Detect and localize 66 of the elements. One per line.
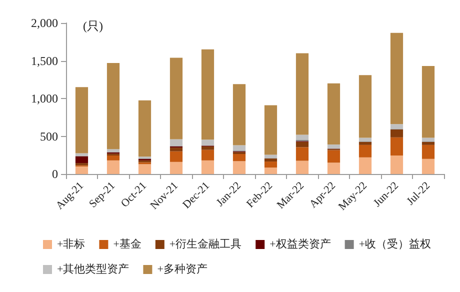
legend-label: +基金 xyxy=(113,238,142,250)
bar xyxy=(201,49,214,140)
bar xyxy=(201,160,214,174)
y-tick-label: 500 xyxy=(40,129,58,144)
bar xyxy=(296,147,309,161)
legend-label: +权益类资产 xyxy=(270,238,331,250)
legend-label: +多种资产 xyxy=(157,262,208,276)
bar xyxy=(75,166,88,174)
bar xyxy=(358,157,372,174)
bar xyxy=(264,168,278,174)
bar xyxy=(390,129,404,138)
bar xyxy=(422,66,435,138)
bar xyxy=(75,156,88,164)
bar xyxy=(201,146,214,150)
bar xyxy=(201,150,214,160)
bar xyxy=(327,162,340,174)
bar xyxy=(106,63,120,150)
bar xyxy=(170,58,183,140)
bar xyxy=(75,153,88,156)
bar xyxy=(170,148,183,152)
bar xyxy=(232,154,246,162)
bar xyxy=(75,87,88,154)
legend-label: +其他类型资产 xyxy=(57,262,130,276)
bar xyxy=(327,144,340,148)
y-tick-label: 1,000 xyxy=(31,92,58,106)
bar xyxy=(358,75,372,138)
bar xyxy=(264,154,278,158)
bar xyxy=(296,53,309,135)
bar xyxy=(390,156,404,174)
bar xyxy=(138,100,152,157)
bar xyxy=(170,151,183,162)
y-tick-label: 1,500 xyxy=(31,54,58,68)
bar xyxy=(232,84,246,146)
bar xyxy=(390,32,404,124)
bar xyxy=(106,160,120,174)
bar xyxy=(106,149,120,152)
bar xyxy=(327,150,340,163)
bar xyxy=(422,138,435,142)
bar xyxy=(296,160,309,174)
bar xyxy=(422,158,435,174)
bar xyxy=(390,124,404,130)
legend-label: +衍生金融工具 xyxy=(169,238,242,250)
bar xyxy=(201,140,214,146)
bar xyxy=(422,144,435,159)
annotation: (只) xyxy=(83,19,103,33)
bar xyxy=(232,161,246,174)
legend-label: +非标 xyxy=(57,238,86,250)
bar xyxy=(358,142,372,145)
bar xyxy=(327,83,340,145)
legend-label: +收（受）益权 xyxy=(358,238,432,250)
y-tick-label: 2,000 xyxy=(31,16,58,30)
bar xyxy=(296,134,309,140)
bar xyxy=(170,139,183,146)
bar xyxy=(358,138,372,142)
y-tick-label: 0 xyxy=(52,167,58,181)
bar xyxy=(232,145,246,151)
bar xyxy=(358,144,372,158)
bar xyxy=(264,158,278,162)
bar xyxy=(296,142,309,148)
bar xyxy=(264,105,278,155)
bar xyxy=(422,142,435,145)
bar xyxy=(170,162,183,174)
bar xyxy=(264,162,278,168)
bar xyxy=(390,137,404,156)
bar xyxy=(138,164,152,174)
bar xyxy=(106,156,120,160)
